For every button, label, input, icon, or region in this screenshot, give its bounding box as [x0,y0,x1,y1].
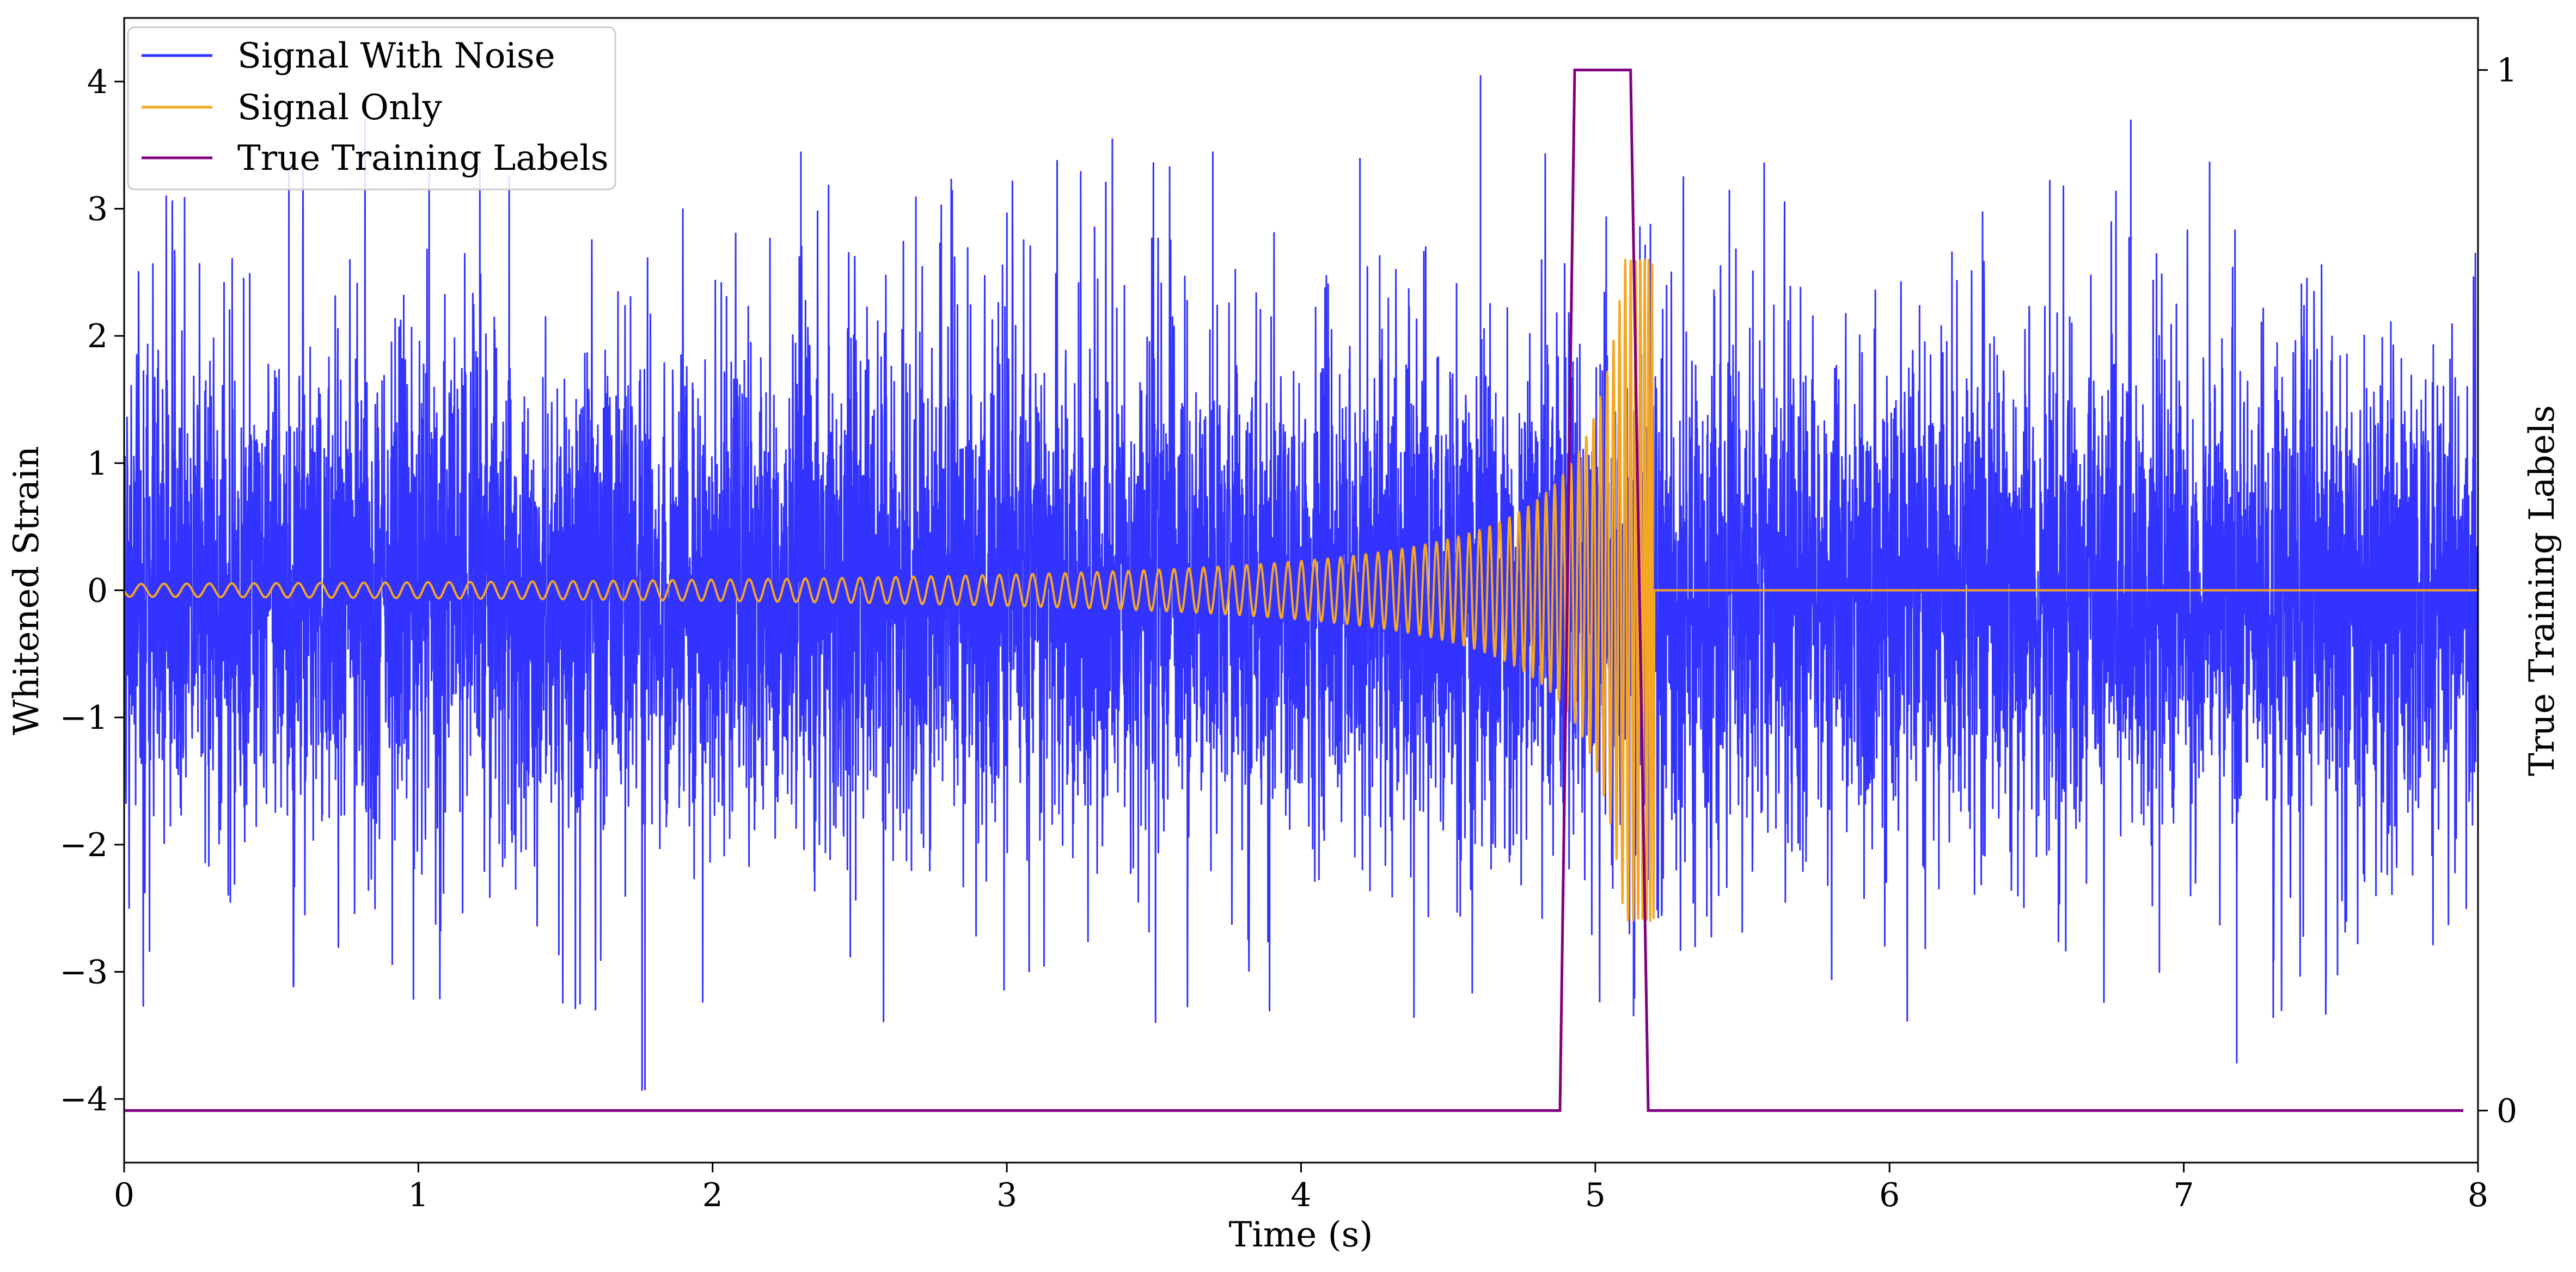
y-axis-label: Whitened Strain [7,446,47,735]
y-tick-label: 1 [87,445,108,483]
x-tick-label: 2 [702,1176,723,1214]
series-true-training-labels [124,69,2463,1112]
x-tick-label: 8 [2468,1176,2488,1214]
x-tick-label: 0 [114,1176,134,1214]
x-tick-label: 5 [1585,1176,1606,1214]
x-axis-label: Time (s) [1229,1215,1373,1255]
x-tick-label: 1 [408,1176,429,1214]
labels-line [124,69,2463,1112]
x-tick-label: 4 [1290,1176,1311,1214]
series-signal-only [123,259,2479,922]
chirp-line [123,259,2479,922]
x-tick-label: 7 [2174,1176,2194,1214]
legend-label-true-training-labels: True Training Labels [237,138,609,179]
legend-label-signal-only: Signal Only [237,88,442,128]
legend-box [127,26,616,191]
y-tick-label: −1 [60,699,108,737]
y-tick-label: 0 [87,572,108,610]
x-tick-label: 6 [1879,1176,1900,1214]
y2-tick-label: 1 [2497,52,2517,90]
y-tick-label: 4 [87,63,108,101]
y2-axis-ticks: 01 [2478,52,2517,1130]
y-tick-label: 3 [87,191,108,229]
y2-tick-label: 0 [2497,1092,2517,1130]
y-tick-label: 2 [87,317,108,355]
x-axis-ticks: 0 1 2 3 4 5 6 7 8 [114,1163,2488,1214]
y-tick-label: −2 [60,826,108,864]
x-tick-label: 3 [996,1176,1017,1214]
y-tick-label: −4 [60,1080,108,1119]
legend: Signal With Noise Signal Only True Train… [127,26,616,191]
y2-axis-label: True Training Labels [2522,405,2562,776]
y-axis-ticks: −4 −3 −2 −1 0 1 2 3 4 [60,63,124,1119]
y-tick-label: −3 [60,954,108,992]
legend-label-signal-with-noise: Signal With Noise [237,36,555,76]
